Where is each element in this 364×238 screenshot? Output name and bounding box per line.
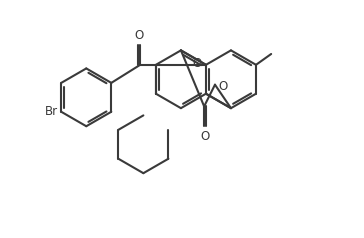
Text: O: O bbox=[192, 57, 201, 70]
Text: Br: Br bbox=[44, 105, 58, 118]
Text: O: O bbox=[134, 29, 143, 42]
Text: O: O bbox=[200, 130, 210, 143]
Text: O: O bbox=[219, 80, 228, 93]
